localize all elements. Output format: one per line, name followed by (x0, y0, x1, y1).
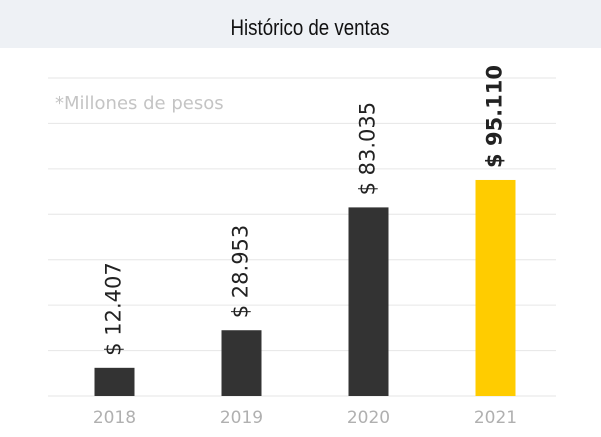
annotation: *Millones de pesos (55, 93, 224, 114)
data-label: $ 83.035 (356, 102, 380, 196)
chart-title: Histórico de ventas (231, 16, 390, 40)
data-label: $ 28.953 (229, 225, 253, 319)
bar (94, 367, 135, 396)
data-label: $ 12.407 (102, 262, 126, 356)
x-tick-label: 2020 (347, 408, 390, 428)
title-banner (0, 0, 601, 48)
data-label: $ 95.110 (483, 65, 507, 168)
x-tick-label: 2018 (93, 408, 136, 428)
bar (348, 207, 389, 396)
x-tick-label: 2019 (220, 408, 263, 428)
bar (221, 330, 262, 396)
x-tick-label: 2021 (474, 408, 517, 428)
bar (475, 179, 516, 396)
